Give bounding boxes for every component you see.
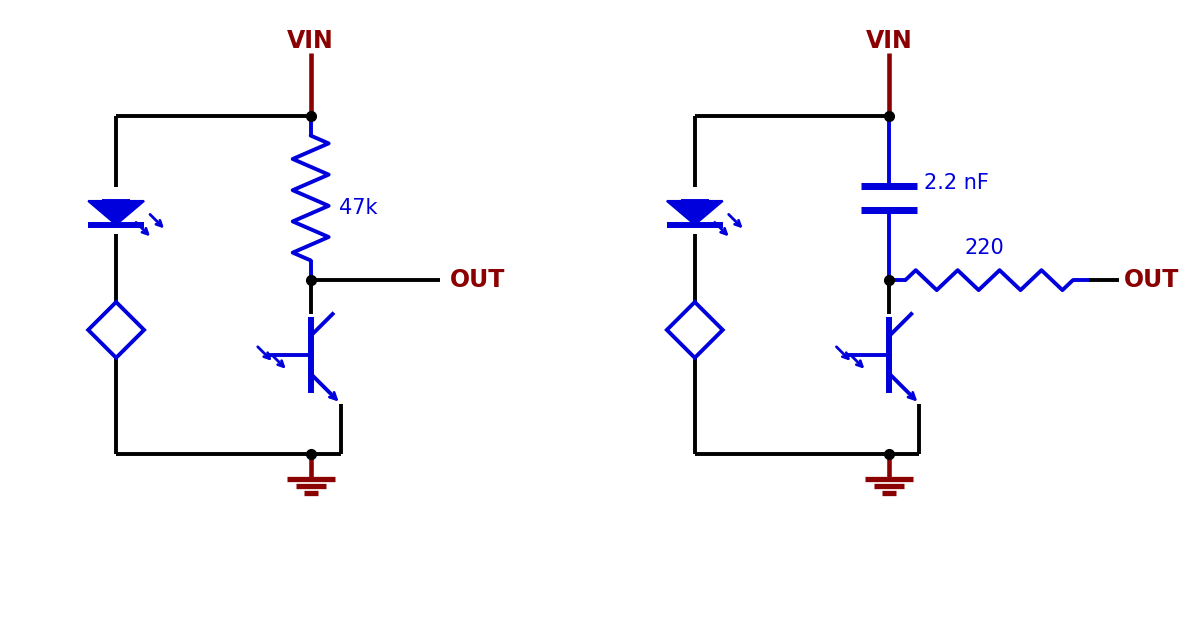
Text: OUT: OUT (450, 268, 505, 292)
Polygon shape (88, 201, 144, 225)
Polygon shape (667, 201, 722, 225)
Text: VIN: VIN (287, 29, 334, 53)
Text: 220: 220 (965, 238, 1004, 258)
Text: VIN: VIN (866, 29, 913, 53)
Text: 47k: 47k (338, 198, 377, 218)
Polygon shape (88, 302, 144, 358)
Text: 2.2 nF: 2.2 nF (924, 173, 989, 193)
Text: OUT: OUT (1123, 268, 1180, 292)
Polygon shape (667, 302, 722, 358)
